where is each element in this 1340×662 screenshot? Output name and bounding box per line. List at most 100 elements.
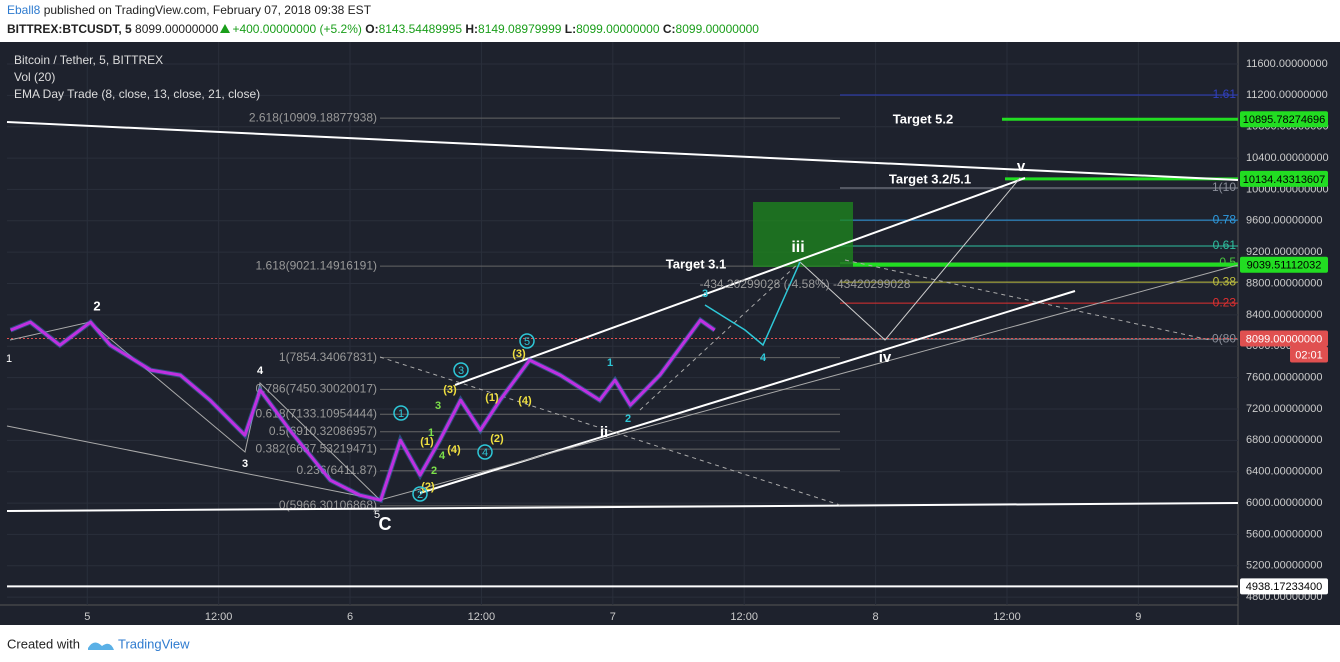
y-tick-label: 6000.00000000 xyxy=(1246,497,1322,509)
ohlc-key: L: xyxy=(564,22,577,36)
y-tick-label: 7200.00000000 xyxy=(1246,403,1322,415)
annotation: (2) xyxy=(421,481,435,493)
annotation: 2 xyxy=(93,298,100,313)
annotation: 2 xyxy=(417,489,423,501)
fib-label: 0.236(6411.87) xyxy=(296,463,377,477)
target-box xyxy=(753,202,853,267)
chart-background xyxy=(0,42,1340,625)
annotation: (4) xyxy=(447,444,461,456)
annotation: 1 xyxy=(428,427,434,439)
fib-label: 0.61 xyxy=(1213,238,1237,252)
price-label: 10895.78274696 xyxy=(1243,114,1326,126)
annotation: ii xyxy=(600,424,608,441)
price-label: 4938.17233400 xyxy=(1246,581,1322,593)
fib-label: 0.618(7133.10954444) xyxy=(256,406,377,420)
y-tick-label: 8800.00000000 xyxy=(1246,277,1322,289)
annotation: 3 xyxy=(435,400,441,412)
annotation: iii xyxy=(791,239,804,256)
wave-circle xyxy=(393,405,409,421)
fib-label: 2.618(10909.18877938) xyxy=(249,110,377,124)
dashed-line xyxy=(379,356,841,506)
price-label-box xyxy=(1240,578,1328,595)
y-tick-label: 6800.00000000 xyxy=(1246,434,1322,446)
ohlc-key: C: xyxy=(662,22,676,36)
y-tick-label: 6400.00000000 xyxy=(1246,466,1322,478)
annotation: 2 xyxy=(625,413,631,425)
symbol: BITTREX:BTCUSDT, 5 xyxy=(7,22,132,36)
x-tick-label: 9 xyxy=(1135,611,1141,623)
x-tick-label: 6 xyxy=(347,611,353,623)
ohlc-value: 8099.00000000 xyxy=(576,22,660,36)
annotation: (1) xyxy=(420,436,434,448)
annotation: 1 xyxy=(6,353,12,365)
ohlc-value: 8143.54489995 xyxy=(378,22,462,36)
quote-line: BITTREX:BTCUSDT, 5 8099.00000000 +400.000… xyxy=(7,22,759,36)
footer-brand[interactable]: TradingView xyxy=(118,636,190,651)
y-tick-label: 9600.00000000 xyxy=(1246,215,1322,227)
published: published on TradingView.com, February 0… xyxy=(43,3,372,17)
fib-label: 0.786(7450.30020017) xyxy=(256,382,377,396)
annotation: 3 xyxy=(702,288,708,300)
annotation: C xyxy=(379,514,392,534)
wave-line xyxy=(379,264,1239,501)
price-label-box xyxy=(1240,256,1328,273)
y-tick-label: 8400.00000000 xyxy=(1246,309,1322,321)
x-tick-label: 12:00 xyxy=(205,611,233,623)
annotation: Target 5.2 xyxy=(893,111,953,126)
up-arrow xyxy=(220,24,231,33)
annotation: 1 xyxy=(398,408,404,420)
fib-label: 0.5 xyxy=(1219,255,1236,269)
price-label-box xyxy=(1240,170,1328,187)
wave-circle xyxy=(412,486,428,502)
annotation: 5 xyxy=(524,336,530,348)
annotation: Target 3.2/5.1 xyxy=(889,171,971,186)
price-line xyxy=(10,318,716,502)
annotation: 4 xyxy=(482,447,488,459)
logo-cloud xyxy=(88,642,114,650)
annotation: Target 3.1 xyxy=(666,256,726,271)
x-tick-label: 8 xyxy=(873,611,879,623)
wave-line xyxy=(799,177,1021,341)
annotation: -434.20299028 (-4.58%) -43420299028 xyxy=(700,277,911,291)
change: +400.00000000 (+5.2%) xyxy=(232,22,362,36)
price-label: 8099.00000000 xyxy=(1246,333,1322,345)
trend-line xyxy=(6,502,1239,512)
indicator-label: EMA Day Trade (8, close, 13, close, 21, … xyxy=(14,87,260,101)
annotation: (3) xyxy=(512,348,526,360)
fib-label: 0.382(6687.53219471) xyxy=(256,441,377,455)
annotation: v xyxy=(1017,158,1026,175)
header-line: Eball8 published on TradingView.com, Feb… xyxy=(7,3,371,17)
annotation: (2) xyxy=(490,433,504,445)
annotation: (1) xyxy=(485,392,499,404)
trend-line xyxy=(6,121,1239,181)
fib-label: 1.618(9021.14916191) xyxy=(256,258,377,272)
footer-text: Created with xyxy=(7,636,80,651)
ohlc-key: O: xyxy=(365,22,379,36)
grid xyxy=(7,42,1238,605)
fib-label: 1(10 xyxy=(1212,180,1236,194)
ohlc-value: 8149.08979999 xyxy=(478,22,562,36)
annotation: (3) xyxy=(443,384,457,396)
chart-title: Bitcoin / Tether, 5, BITTREX xyxy=(14,53,163,67)
trend-line xyxy=(454,177,1026,386)
fib-label: 1(7854.34067831) xyxy=(279,350,377,364)
author[interactable]: Eball8 xyxy=(7,3,41,17)
y-tick-label: 10400.00000000 xyxy=(1246,152,1329,164)
dashed-line xyxy=(844,259,1211,341)
wave-circle xyxy=(519,333,535,349)
wave-line xyxy=(9,321,381,501)
wave-circle xyxy=(453,362,469,378)
fib-label: 0.38 xyxy=(1213,274,1237,288)
annotation: 2 xyxy=(431,465,437,477)
y-tick-label: 11600.00000000 xyxy=(1246,58,1328,70)
y-tick-label: 5200.00000000 xyxy=(1246,560,1322,572)
fib-label: 1.61 xyxy=(1213,87,1237,101)
y-tick-label: 11200.00000000 xyxy=(1246,89,1328,101)
annotation: 3 xyxy=(242,458,248,470)
annotation: (4) xyxy=(518,395,532,407)
y-tick-label: 5600.00000000 xyxy=(1246,528,1322,540)
wave-lines xyxy=(6,177,1239,506)
price-label: 9039.51112032 xyxy=(1247,260,1322,272)
